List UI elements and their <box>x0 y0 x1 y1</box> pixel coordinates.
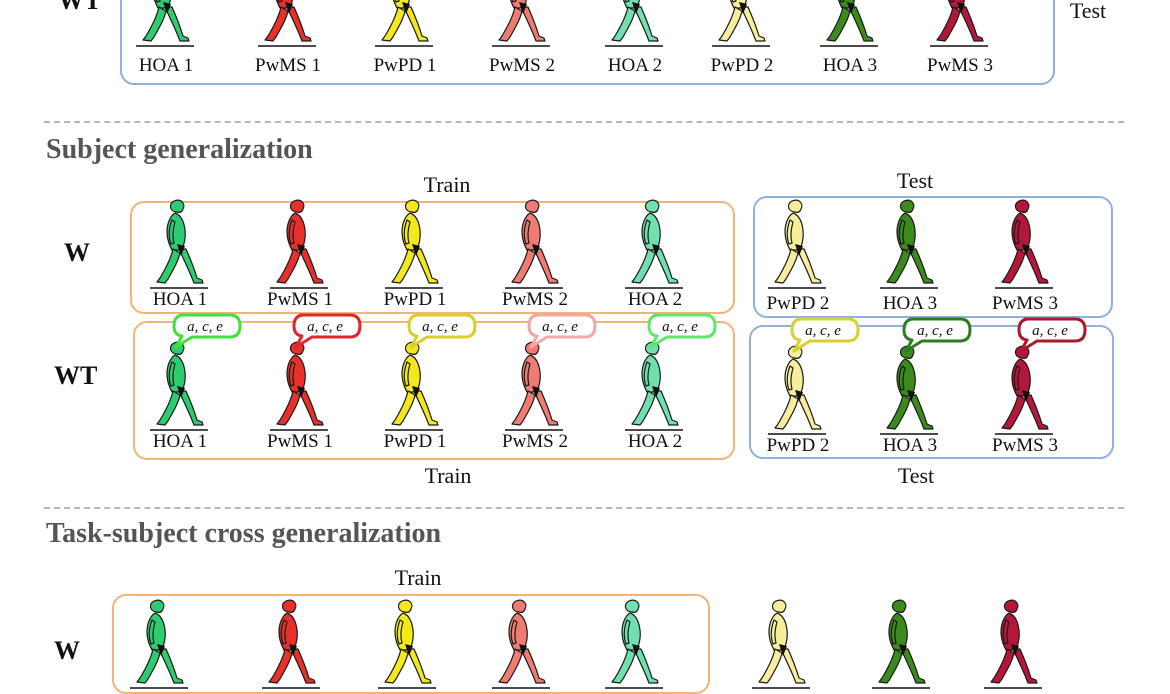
row-label-w: W <box>64 238 90 267</box>
walking-person-icon <box>375 0 435 48</box>
walking-person-icon <box>150 198 210 290</box>
subject-label: PwMS 1 <box>255 55 321 76</box>
walking-person-icon <box>625 340 685 432</box>
subject-label: PwPD 2 <box>710 55 774 76</box>
walking-person-icon <box>492 598 552 690</box>
walking-person-icon <box>605 598 665 690</box>
speech-bubble: a, c, e <box>790 317 862 353</box>
test-label-bottom: Test <box>897 463 935 488</box>
section-title-subject-generalization: Subject generalization <box>46 134 313 165</box>
top-row-label: WT <box>58 0 102 15</box>
separator-2 <box>44 507 1124 509</box>
cross-train-label: Train <box>394 565 442 590</box>
bubble-text: a, c, e <box>307 319 343 335</box>
walking-person-icon <box>605 0 665 48</box>
walking-person-icon <box>880 198 940 290</box>
cross-row-label-w: W <box>54 636 80 665</box>
walking-person-icon <box>270 340 330 432</box>
speech-bubble: a, c, e <box>292 313 364 349</box>
walking-person-icon <box>258 0 318 48</box>
row-label-wt: WT <box>54 361 98 390</box>
walking-person-icon <box>505 198 565 290</box>
walking-person-icon <box>984 598 1044 690</box>
train-box-w <box>130 201 735 314</box>
subject-label: PwPD 1 <box>383 289 447 310</box>
walking-person-icon <box>150 340 210 432</box>
speech-bubble: a, c, e <box>172 313 244 349</box>
walking-person-icon <box>262 598 322 690</box>
subject-label: HOA 3 <box>822 55 878 76</box>
walking-person-icon <box>712 0 772 48</box>
subject-label: PwPD 2 <box>766 293 830 314</box>
walking-person-icon <box>995 198 1055 290</box>
subject-label: HOA 2 <box>627 431 683 452</box>
speech-bubble: a, c, e <box>407 313 479 349</box>
bubble-text: a, c, e <box>542 319 578 335</box>
subject-label: HOA 3 <box>882 435 938 456</box>
walking-person-icon <box>378 598 438 690</box>
train-label-top: Train <box>423 172 471 197</box>
separator-1 <box>44 121 1124 123</box>
bubble-text: a, c, e <box>662 319 698 335</box>
test-label-top: Test <box>896 168 934 193</box>
bubble-text: a, c, e <box>187 319 223 335</box>
walking-person-icon <box>820 0 880 48</box>
subject-label: PwPD 1 <box>373 55 437 76</box>
speech-bubble: a, c, e <box>1017 317 1089 353</box>
speech-bubble: a, c, e <box>527 313 599 349</box>
bubble-text: a, c, e <box>1032 323 1068 339</box>
walking-person-icon <box>872 598 932 690</box>
subject-label: PwMS 2 <box>489 55 555 76</box>
walking-person-icon <box>492 0 552 48</box>
walking-person-icon <box>752 598 812 690</box>
walking-person-icon <box>995 344 1055 436</box>
subject-label: HOA 2 <box>607 55 663 76</box>
subject-label: PwMS 2 <box>502 431 568 452</box>
walking-person-icon <box>136 0 196 48</box>
top-test-box <box>120 0 1055 85</box>
bubble-text: a, c, e <box>422 319 458 335</box>
bubble-text: a, c, e <box>917 323 953 339</box>
walking-person-icon <box>930 0 990 48</box>
walking-person-icon <box>270 198 330 290</box>
subject-label: HOA 1 <box>152 289 208 310</box>
test-box-w <box>753 196 1113 318</box>
walking-person-icon <box>385 340 445 432</box>
walking-person-icon <box>880 344 940 436</box>
walking-person-icon <box>130 598 190 690</box>
walking-person-icon <box>385 198 445 290</box>
subject-label: PwMS 3 <box>992 293 1058 314</box>
speech-bubble: a, c, e <box>647 313 719 349</box>
speech-bubble: a, c, e <box>902 317 974 353</box>
subject-label: PwMS 1 <box>267 431 333 452</box>
subject-label: HOA 1 <box>152 431 208 452</box>
subject-label: PwPD 2 <box>766 435 830 456</box>
subject-label: HOA 1 <box>138 55 194 76</box>
walking-person-icon <box>768 198 828 290</box>
walking-person-icon <box>768 344 828 436</box>
subject-label: PwMS 1 <box>267 289 333 310</box>
bubble-text: a, c, e <box>805 323 841 339</box>
section-title-task-subject-cross: Task-subject cross generalization <box>46 518 442 549</box>
walking-person-icon <box>505 340 565 432</box>
subject-label: PwMS 3 <box>992 435 1058 456</box>
top-test-label: Test <box>1069 0 1107 23</box>
subject-label: HOA 2 <box>627 289 683 310</box>
train-label-bottom: Train <box>424 463 472 488</box>
subject-label: HOA 3 <box>882 293 938 314</box>
walking-person-icon <box>625 198 685 290</box>
subject-label: PwPD 1 <box>383 431 447 452</box>
subject-label: PwMS 3 <box>927 55 993 76</box>
subject-label: PwMS 2 <box>502 289 568 310</box>
